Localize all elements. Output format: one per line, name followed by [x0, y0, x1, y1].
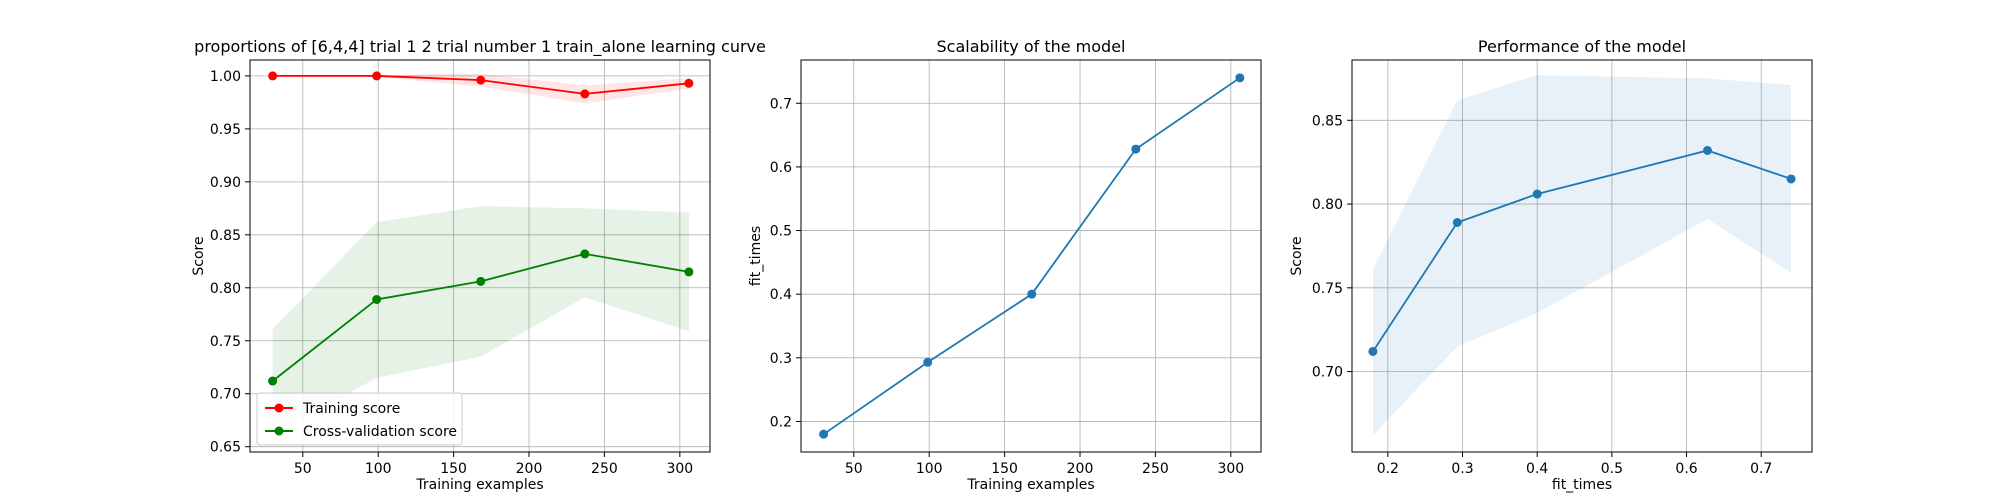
- learning-curve-plot: proportions of [6,4,4] trial 1 2 trial n…: [191, 37, 766, 493]
- scalability-data-point: [819, 429, 829, 439]
- performance-title: Performance of the model: [1478, 37, 1686, 56]
- scalability-ytick-label: 0.6: [770, 160, 792, 176]
- learning-curve-ytick-label: 0.65: [210, 440, 241, 456]
- learning-curve-data-point: [372, 294, 382, 304]
- performance-frame: [1351, 59, 1813, 453]
- learning-curve-data-point: [476, 75, 486, 85]
- performance-plot: Performance of the model fit_times Score…: [1289, 37, 1813, 493]
- scalability-xlabel: Training examples: [966, 477, 1094, 493]
- learning-curve-data-point: [580, 89, 590, 99]
- learning-curve-data-point: [372, 71, 382, 81]
- learning-curve-data-point: [580, 249, 590, 259]
- legend-marker-crossval: [274, 426, 284, 436]
- learning-curve-ytick-label: 0.75: [210, 334, 241, 350]
- performance-ytick-label: 0.75: [1312, 281, 1343, 297]
- learning-curve-frame: [249, 59, 711, 453]
- scalability-frame: [800, 59, 1262, 453]
- performance-xtick-label: 0.2: [1377, 461, 1399, 477]
- scalability-xtick-label: 200: [1067, 461, 1094, 477]
- performance-xtick-label: 0.3: [1451, 461, 1473, 477]
- scalability-xtick-label: 250: [1142, 461, 1169, 477]
- performance-ytick-label: 0.70: [1312, 365, 1343, 381]
- learning-curve-data-point: [268, 376, 278, 386]
- learning-curve-ytick-label: 0.70: [210, 387, 241, 403]
- performance-data-point: [1452, 217, 1462, 227]
- scalability-ytick-label: 0.4: [770, 287, 792, 303]
- learning-curve-xlabel: Training examples: [415, 477, 543, 493]
- performance-data-point: [1702, 145, 1712, 155]
- performance-data-point: [1786, 174, 1796, 184]
- scalability-ytick-label: 0.2: [770, 414, 792, 430]
- scalability-xtick-label: 100: [916, 461, 943, 477]
- learning-curve-data-point: [684, 267, 694, 277]
- performance-data-point: [1532, 189, 1542, 199]
- scalability-ytick-label: 0.5: [770, 224, 792, 240]
- scalability-ylabel: fit_times: [748, 226, 764, 286]
- learning-curve-data-point: [684, 78, 694, 88]
- learning-curve-xtick-label: 200: [516, 461, 543, 477]
- learning-curve-xtick-label: 150: [440, 461, 467, 477]
- learning-curve-ytick-label: 1.00: [210, 69, 241, 85]
- learning-curve-xtick-label: 50: [294, 461, 312, 477]
- learning-curve-ytick-label: 0.95: [210, 122, 241, 138]
- learning-curve-data-point: [476, 276, 486, 286]
- performance-xtick-label: 0.7: [1750, 461, 1772, 477]
- legend-label-crossval: Cross-validation score: [303, 424, 457, 440]
- learning-curve-data-point: [268, 71, 278, 81]
- performance-xtick-label: 0.6: [1675, 461, 1697, 477]
- performance-data-point: [1368, 346, 1378, 356]
- scalability-ytick-label: 0.7: [770, 96, 792, 112]
- learning-curve-xtick-label: 250: [591, 461, 618, 477]
- scalability-data-point: [923, 357, 933, 367]
- learning-curve-ytick-label: 0.85: [210, 228, 241, 244]
- learning-curve-legend: Training score Cross-validation score: [256, 392, 463, 446]
- performance-ytick-label: 0.80: [1312, 197, 1343, 213]
- learning-curve-ytick-label: 0.90: [210, 175, 241, 191]
- performance-xtick-label: 0.5: [1601, 461, 1623, 477]
- scalability-series-line-0: [823, 77, 1241, 435]
- performance-ytick-label: 0.85: [1312, 113, 1343, 129]
- scalability-xtick-label: 300: [1217, 461, 1244, 477]
- learning-curve-title: proportions of [6,4,4] trial 1 2 trial n…: [194, 37, 766, 57]
- learning-curve-xtick-label: 100: [365, 461, 392, 477]
- performance-band-0: [1372, 75, 1792, 436]
- scalability-xtick-label: 150: [991, 461, 1018, 477]
- legend-label-training: Training score: [302, 401, 400, 417]
- learning-curve-xtick-label: 300: [666, 461, 693, 477]
- scalability-data-point: [1235, 73, 1245, 83]
- legend-box: [256, 392, 463, 446]
- scalability-xtick-label: 50: [845, 461, 863, 477]
- legend-marker-training: [274, 403, 284, 413]
- performance-xtick-label: 0.4: [1526, 461, 1548, 477]
- scalability-data-point: [1131, 144, 1141, 154]
- performance-ylabel: Score: [1289, 236, 1305, 275]
- scalability-title: Scalability of the model: [937, 37, 1126, 56]
- learning-curve-band-1: [272, 206, 689, 434]
- scalability-data-point: [1027, 289, 1037, 299]
- scalability-plot: Scalability of the model Training exampl…: [748, 37, 1262, 493]
- scalability-ytick-label: 0.3: [770, 351, 792, 367]
- performance-xlabel: fit_times: [1552, 477, 1612, 493]
- learning-curve-ytick-label: 0.80: [210, 281, 241, 297]
- learning-curve-ylabel: Score: [191, 236, 207, 275]
